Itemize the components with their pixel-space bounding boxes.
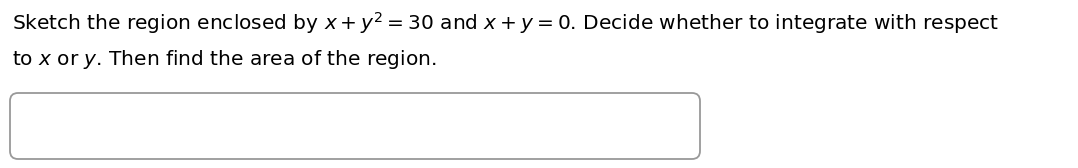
Text: Sketch the region enclosed by $x + y^2 = 30$ and $x + y = 0$. Decide whether to : Sketch the region enclosed by $x + y^2 =… [12,10,999,36]
Text: to $x$ or $y$. Then find the area of the region.: to $x$ or $y$. Then find the area of the… [12,48,437,71]
FancyBboxPatch shape [10,93,700,159]
